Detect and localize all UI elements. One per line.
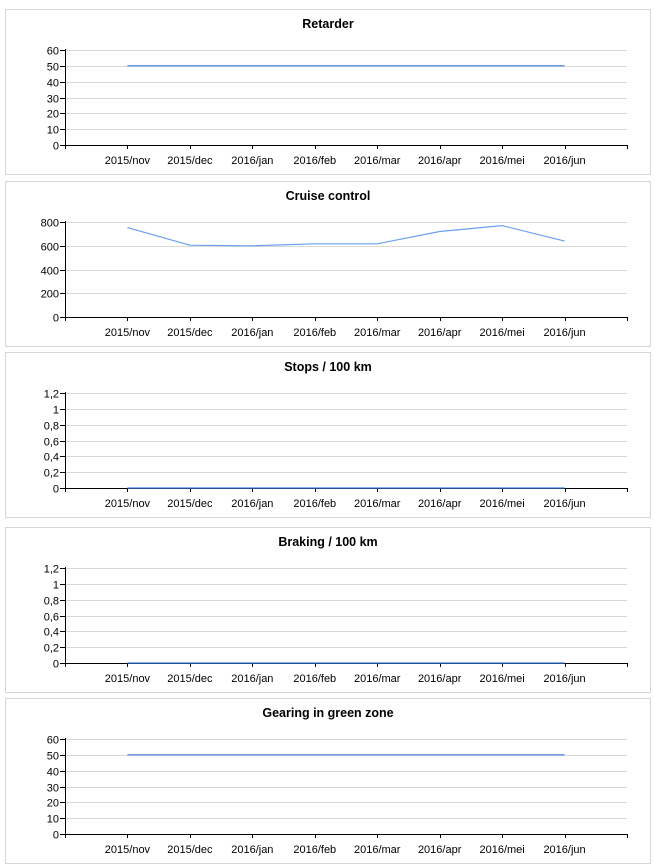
y-tick-label: 600: [41, 242, 59, 254]
x-tick-label: 2015/nov: [105, 155, 151, 167]
x-tick-label: 2016/apr: [418, 673, 462, 685]
x-tick-label: 2015/nov: [105, 844, 151, 856]
x-tick-label: 2016/feb: [293, 155, 336, 167]
y-tick-label: 20: [47, 798, 59, 810]
x-tick-label: 2016/mar: [354, 844, 401, 856]
x-tick-label: 2016/apr: [418, 844, 462, 856]
y-tick-label: 0: [53, 659, 59, 671]
y-tick-label: 60: [47, 46, 59, 58]
x-tick-label: 2015/nov: [105, 327, 151, 339]
y-tick-label: 60: [47, 735, 59, 747]
chart-svg: 0 200 400 600 800 2015/nov 2015/dec 2016/jan 201…: [6, 182, 652, 348]
y-tick-label: 0,2: [44, 643, 59, 655]
y-tick-label: 30: [47, 783, 59, 795]
x-tick-label: 2016/jan: [231, 844, 273, 856]
y-tick-label: 0,4: [44, 452, 59, 464]
y-tick-label: 0: [53, 484, 59, 496]
chart-svg: 0 0,2 0,4 0,6 0,8 1 1,2 2015/nov 2015/dec 2016/ja…: [6, 528, 652, 694]
x-tick-label: 2016/jun: [543, 327, 585, 339]
x-tick-label: 2015/dec: [167, 844, 213, 856]
y-tick-label: 200: [41, 289, 59, 301]
y-tick-label: 1: [53, 405, 59, 417]
x-tick-label: 2015/nov: [105, 673, 151, 685]
x-tick-label: 2016/mei: [479, 844, 524, 856]
x-tick-label: 2015/dec: [167, 155, 213, 167]
x-tick-label: 2016/apr: [418, 327, 462, 339]
y-tick-label: 10: [47, 125, 59, 137]
x-tick-label: 2016/feb: [293, 844, 336, 856]
x-tick-label: 2016/jun: [543, 673, 585, 685]
y-tick-label: 50: [47, 751, 59, 763]
x-tick-label: 2016/jun: [543, 498, 585, 510]
x-tick-label: 2016/apr: [418, 498, 462, 510]
x-tick-label: 2015/dec: [167, 498, 213, 510]
x-tick-label: 2016/mei: [479, 498, 524, 510]
y-tick-label: 10: [47, 814, 59, 826]
x-tick-label: 2016/feb: [293, 327, 336, 339]
y-tick-label: 20: [47, 109, 59, 121]
x-tick-label: 2016/jan: [231, 673, 273, 685]
x-tick-label: 2016/apr: [418, 155, 462, 167]
x-tick-label: 2016/mei: [479, 155, 524, 167]
y-tick-label: 0,6: [44, 437, 59, 449]
y-tick-label: 400: [41, 266, 59, 278]
y-tick-label: 800: [41, 218, 59, 230]
y-tick-label: 50: [47, 62, 59, 74]
y-tick-label: 40: [47, 767, 59, 779]
x-tick-label: 2016/mar: [354, 498, 401, 510]
x-tick-label: 2016/jan: [231, 498, 273, 510]
y-tick-label: 1,2: [44, 389, 59, 401]
series-line: [127, 226, 564, 246]
y-tick-label: 0: [53, 830, 59, 842]
x-tick-label: 2016/mei: [479, 673, 524, 685]
y-tick-label: 0,4: [44, 627, 59, 639]
x-tick-label: 2016/feb: [293, 673, 336, 685]
x-tick-label: 2016/mar: [354, 673, 401, 685]
y-tick-label: 0,8: [44, 596, 59, 608]
x-tick-label: 2016/mar: [354, 327, 401, 339]
chart-svg: 0 10 20 30 40 50 60 2015/nov 2015/dec 2016/jan 201…: [6, 699, 652, 865]
x-tick-label: 2015/dec: [167, 673, 213, 685]
x-tick-label: 2016/jun: [543, 155, 585, 167]
y-tick-label: 1,2: [44, 564, 59, 576]
y-tick-label: 0: [53, 141, 59, 153]
y-tick-label: 0,8: [44, 421, 59, 433]
y-tick-label: 0,2: [44, 468, 59, 480]
x-tick-label: 2016/jun: [543, 844, 585, 856]
y-tick-label: 30: [47, 94, 59, 106]
y-tick-label: 0: [53, 313, 59, 325]
y-tick-label: 40: [47, 78, 59, 90]
y-tick-label: 0,6: [44, 612, 59, 624]
x-tick-label: 2015/nov: [105, 498, 151, 510]
x-tick-label: 2016/feb: [293, 498, 336, 510]
y-tick-label: 1: [53, 580, 59, 592]
x-tick-label: 2016/jan: [231, 327, 273, 339]
x-tick-label: 2016/jan: [231, 155, 273, 167]
x-tick-label: 2016/mei: [479, 327, 524, 339]
x-tick-label: 2015/dec: [167, 327, 213, 339]
chart-svg: 0 0,2 0,4 0,6 0,8 1 1,2 2015/nov 2015/dec 2016/ja…: [6, 353, 652, 519]
x-tick-label: 2016/mar: [354, 155, 401, 167]
chart-svg: 0 10 20 30 40 50 60 2015/nov 2015/dec 2016/jan 201…: [6, 10, 652, 176]
